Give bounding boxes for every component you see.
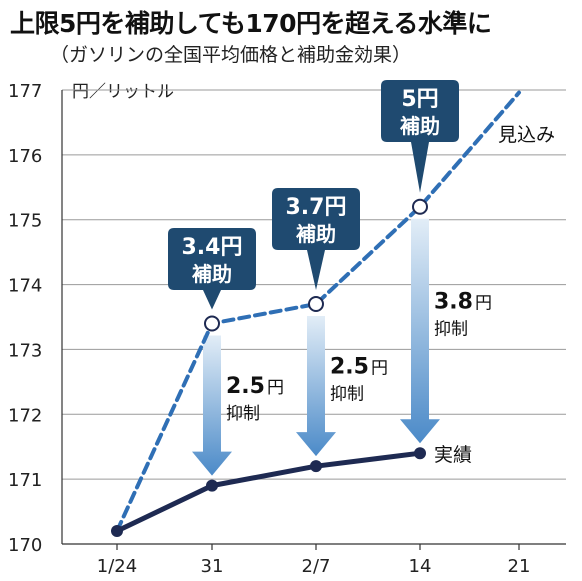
y-tick-label: 176 [8, 146, 42, 167]
callout-amount: 3.4円 [182, 235, 243, 260]
subsidy-callout [168, 228, 256, 310]
forecast-point [308, 296, 324, 313]
y-tick-label: 177 [8, 81, 42, 102]
suppression-arrows [192, 218, 440, 476]
series-line-actual [114, 450, 423, 534]
series-label-actual: 実績 [434, 444, 472, 466]
callout-label: 補助 [191, 262, 232, 286]
suppression-arrow [192, 335, 232, 476]
x-tick-label: 1/24 [97, 556, 137, 577]
x-tick-label: 31 [201, 556, 224, 577]
suppression-value: 2.5 [330, 355, 369, 380]
grid: 170 171 172 173 174 175 176 177 1/24 31 2/7 14 21 [8, 81, 566, 577]
y-tick-label: 174 [8, 276, 42, 297]
y-tick-label: 170 [8, 535, 42, 556]
callout-amount: 3.7円 [286, 195, 347, 220]
suppression-unit: 円 [475, 293, 492, 313]
subsidy-callout [272, 188, 360, 291]
y-tick-label: 173 [8, 340, 42, 361]
callout-amount: 5円 [401, 87, 438, 112]
suppression-value: 3.8 [434, 289, 473, 314]
y-unit-label: 円／リットル [72, 82, 174, 102]
subsidy-callout [381, 80, 459, 193]
x-tick-label: 2/7 [302, 556, 331, 577]
callout-label: 補助 [399, 114, 440, 138]
suppression-label: 抑制 [434, 319, 468, 339]
actual-point [310, 460, 322, 473]
y-tick-label: 172 [8, 405, 42, 426]
series-label-forecast: 見込み [498, 124, 555, 146]
suppression-label: 抑制 [226, 404, 260, 424]
y-tick-label: 175 [8, 211, 42, 232]
chart-title: 上限5円を補助しても170円を超える水準に [10, 9, 492, 38]
suppression-unit: 円 [267, 378, 284, 398]
suppression-unit: 円 [371, 359, 388, 379]
chart-subtitle: （ガソリンの全国平均価格と補助金効果） [50, 44, 412, 66]
y-tick-label: 171 [8, 470, 42, 491]
actual-point [111, 525, 123, 538]
suppression-arrow [400, 218, 440, 444]
forecast-point [412, 198, 428, 215]
x-tick-label: 14 [409, 556, 432, 577]
suppression-value: 2.5 [226, 374, 265, 399]
series-points [111, 198, 428, 538]
actual-point [206, 479, 218, 492]
forecast-point [204, 315, 220, 332]
suppression-label: 抑制 [330, 385, 364, 405]
x-tick-label: 21 [508, 556, 531, 577]
callout-label: 補助 [295, 222, 336, 246]
actual-point [414, 447, 426, 460]
suppression-arrow [296, 316, 336, 457]
